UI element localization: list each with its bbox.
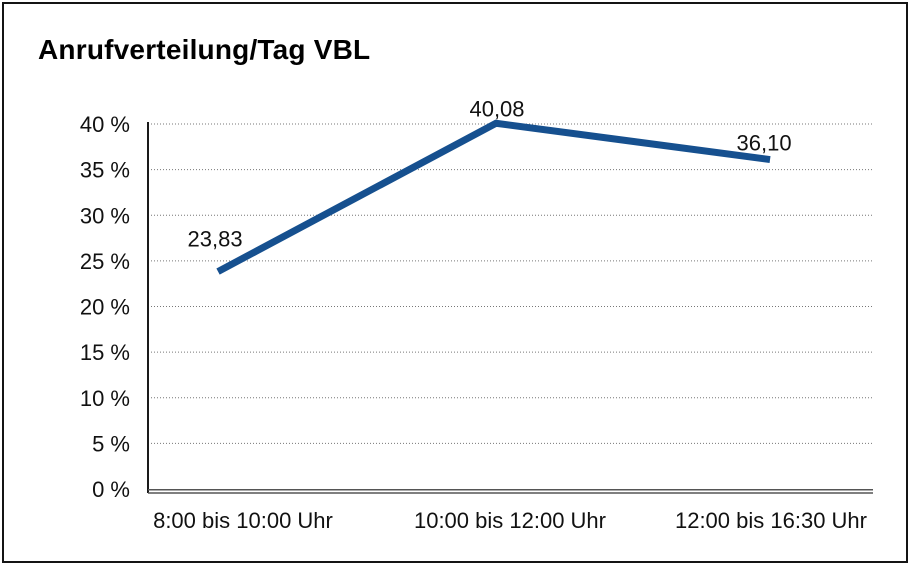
y-tick-label: 40 % [80,112,130,137]
y-tick-label: 35 % [80,158,130,183]
y-tick-label: 15 % [80,340,130,365]
x-tick-label: 10:00 bis 12:00 Uhr [414,508,606,533]
y-tick-label: 25 % [80,249,130,274]
y-tick-label: 20 % [80,295,130,320]
chart-title: Anrufverteilung/Tag VBL [38,34,371,65]
y-tick-label: 30 % [80,203,130,228]
y-tick-label: 10 % [80,386,130,411]
x-tick-label: 12:00 bis 16:30 Uhr [675,508,867,533]
value-label: 40,08 [469,96,524,121]
data-line [216,119,771,275]
y-tick-label: 0 % [92,477,130,502]
y-tick-label: 5 % [92,431,130,456]
x-tick-label: 8:00 bis 10:00 Uhr [153,508,333,533]
value-label: 36,10 [737,131,792,156]
chart-frame [2,2,908,563]
value-label: 23,83 [188,227,243,252]
